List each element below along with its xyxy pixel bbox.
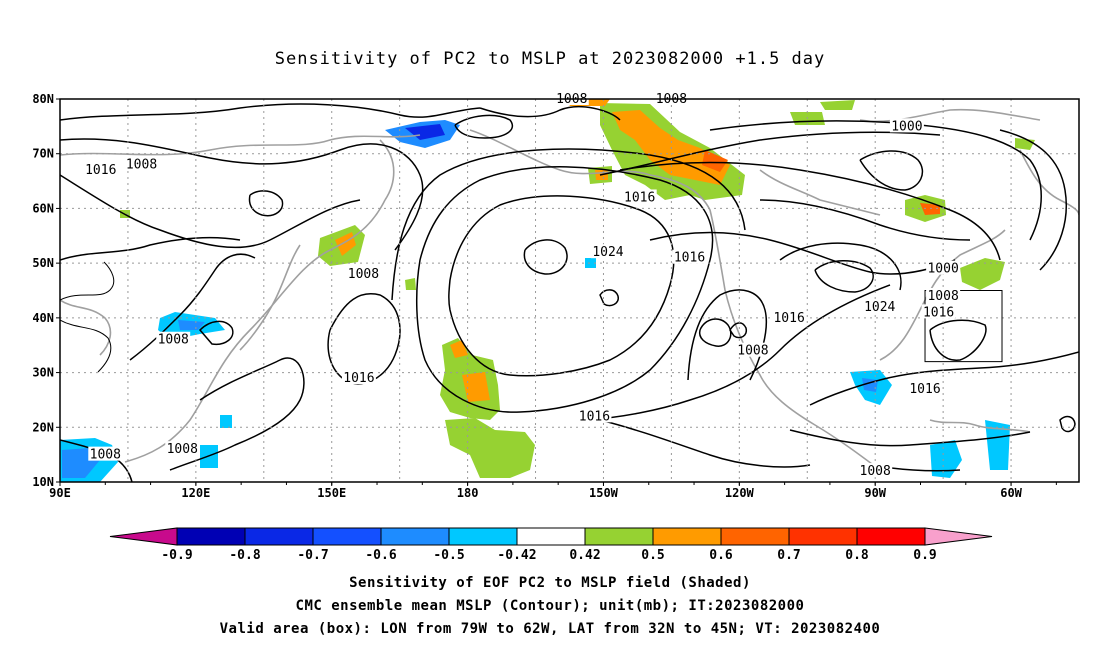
colorbar-segment: [244, 527, 314, 546]
footer-line-1: Sensitivity of EOF PC2 to MSLP field (Sh…: [349, 575, 751, 591]
svg-text:1000: 1000: [927, 262, 958, 277]
colorbar-label: -0.42: [497, 548, 536, 563]
contour-label: 1016: [908, 380, 943, 397]
contour-label: 1000: [889, 118, 924, 134]
svg-text:1008: 1008: [348, 267, 379, 282]
svg-text:1016: 1016: [773, 311, 804, 326]
lon-tick-label: 180: [457, 486, 479, 500]
contour-label: 1008: [926, 287, 961, 304]
lat-tick-label: 20N: [32, 420, 54, 434]
colorbar-label: 0.42: [569, 548, 600, 563]
colorbar-label: -0.8: [229, 548, 260, 563]
lon-tick-label: 90E: [49, 486, 71, 500]
svg-text:1016: 1016: [674, 251, 705, 266]
coastlines: [60, 108, 1079, 471]
colorbar-label: -0.9: [161, 548, 192, 563]
lat-tick-label: 30N: [32, 366, 54, 380]
contour-label: 1008: [165, 441, 200, 457]
lon-tick-label: 150W: [589, 486, 619, 500]
svg-text:1008: 1008: [737, 344, 768, 359]
svg-text:1000: 1000: [891, 119, 922, 134]
svg-text:1016: 1016: [624, 190, 655, 205]
colorbar-segment: [516, 527, 586, 546]
contour-label: 1016: [672, 249, 707, 266]
contour-label: 1016: [772, 309, 807, 326]
mslp-contours: [60, 103, 1079, 482]
svg-text:1016: 1016: [85, 163, 116, 178]
contour-label: 1000: [926, 260, 961, 277]
land-outlines-black: [60, 261, 115, 373]
lon-tick-label: 150E: [317, 486, 346, 500]
lat-tick-label: 40N: [32, 311, 54, 325]
colorbar-segment: [652, 527, 722, 546]
colorbar-underflow: [109, 527, 178, 546]
colorbar-overflow: [924, 527, 993, 546]
contour-label: 1008: [88, 446, 123, 463]
map-title: Sensitivity of PC2 to MSLP at 2023082000…: [274, 49, 826, 69]
svg-text:1016: 1016: [579, 409, 610, 424]
lat-tick-label: 60N: [32, 201, 54, 215]
colorbar-label: 0.6: [709, 548, 733, 563]
colorbar-label: 0.7: [777, 548, 800, 563]
svg-text:1016: 1016: [923, 305, 954, 320]
svg-text:1008: 1008: [927, 289, 958, 304]
contour-label: 1016: [921, 304, 956, 320]
svg-text:1024: 1024: [592, 245, 623, 260]
contour-label: 1008: [346, 266, 381, 282]
colorbar-label: -0.6: [365, 548, 396, 563]
colorbar-label: -0.5: [433, 548, 464, 563]
contour-label: 1008: [156, 331, 191, 348]
svg-text:1016: 1016: [909, 382, 940, 397]
lon-tick-label: 120E: [181, 486, 210, 500]
svg-text:1008: 1008: [90, 448, 121, 463]
contour-label: 1024: [590, 244, 625, 260]
svg-text:1024: 1024: [864, 300, 895, 315]
colorbar-label: 0.8: [845, 548, 869, 563]
colorbar-segment: [312, 527, 382, 546]
svg-text:1008: 1008: [126, 158, 157, 173]
colorbar: -0.9 -0.8 -0.7 -0.6 -0.5 -0.42 0.42 0.5 0.6 0.7 0.…: [109, 527, 993, 563]
colorbar-segment: [584, 527, 654, 546]
colorbar-label: 0.5: [641, 548, 664, 563]
lon-tick-label: 60W: [1000, 486, 1022, 500]
contour-label: 1016: [83, 162, 118, 178]
contour-label: 1016: [341, 370, 376, 386]
colorbar-segment: [856, 527, 926, 546]
plot-frame: [59, 98, 1080, 483]
colorbar-label: 0.9: [913, 548, 936, 563]
svg-text:1016: 1016: [343, 371, 374, 386]
svg-text:1008: 1008: [167, 442, 198, 457]
valid-area-box: [924, 290, 1003, 363]
contour-label: 1008: [858, 463, 893, 479]
footer-line-2: CMC ensemble mean MSLP (Contour); unit(m…: [295, 598, 805, 614]
svg-text:1008: 1008: [860, 464, 891, 479]
colorbar-segment: [720, 527, 790, 546]
colorbar-segment: [380, 527, 450, 546]
lat-tick-label: 80N: [32, 92, 54, 106]
contour-label: 1024: [862, 298, 897, 315]
contour-label: 1008: [124, 156, 159, 173]
svg-text:1008: 1008: [158, 333, 189, 348]
colorbar-segment: [176, 527, 246, 546]
colorbar-segment: [788, 527, 858, 546]
contour-label: 1016: [577, 408, 612, 424]
lat-tick-label: 50N: [32, 256, 54, 270]
lat-tick-label: 70N: [32, 147, 54, 161]
contour-label: 1016: [622, 189, 657, 205]
lon-tick-label: 90W: [864, 486, 886, 500]
lon-tick-label: 120W: [725, 486, 755, 500]
lat-tick-label: 10N: [32, 475, 54, 489]
footer-line-3: Valid area (box): LON from 79W to 62W, L…: [219, 621, 881, 637]
colorbar-label: -0.7: [297, 548, 328, 563]
contour-label: 1008: [735, 342, 770, 359]
colorbar-segment: [448, 527, 518, 546]
